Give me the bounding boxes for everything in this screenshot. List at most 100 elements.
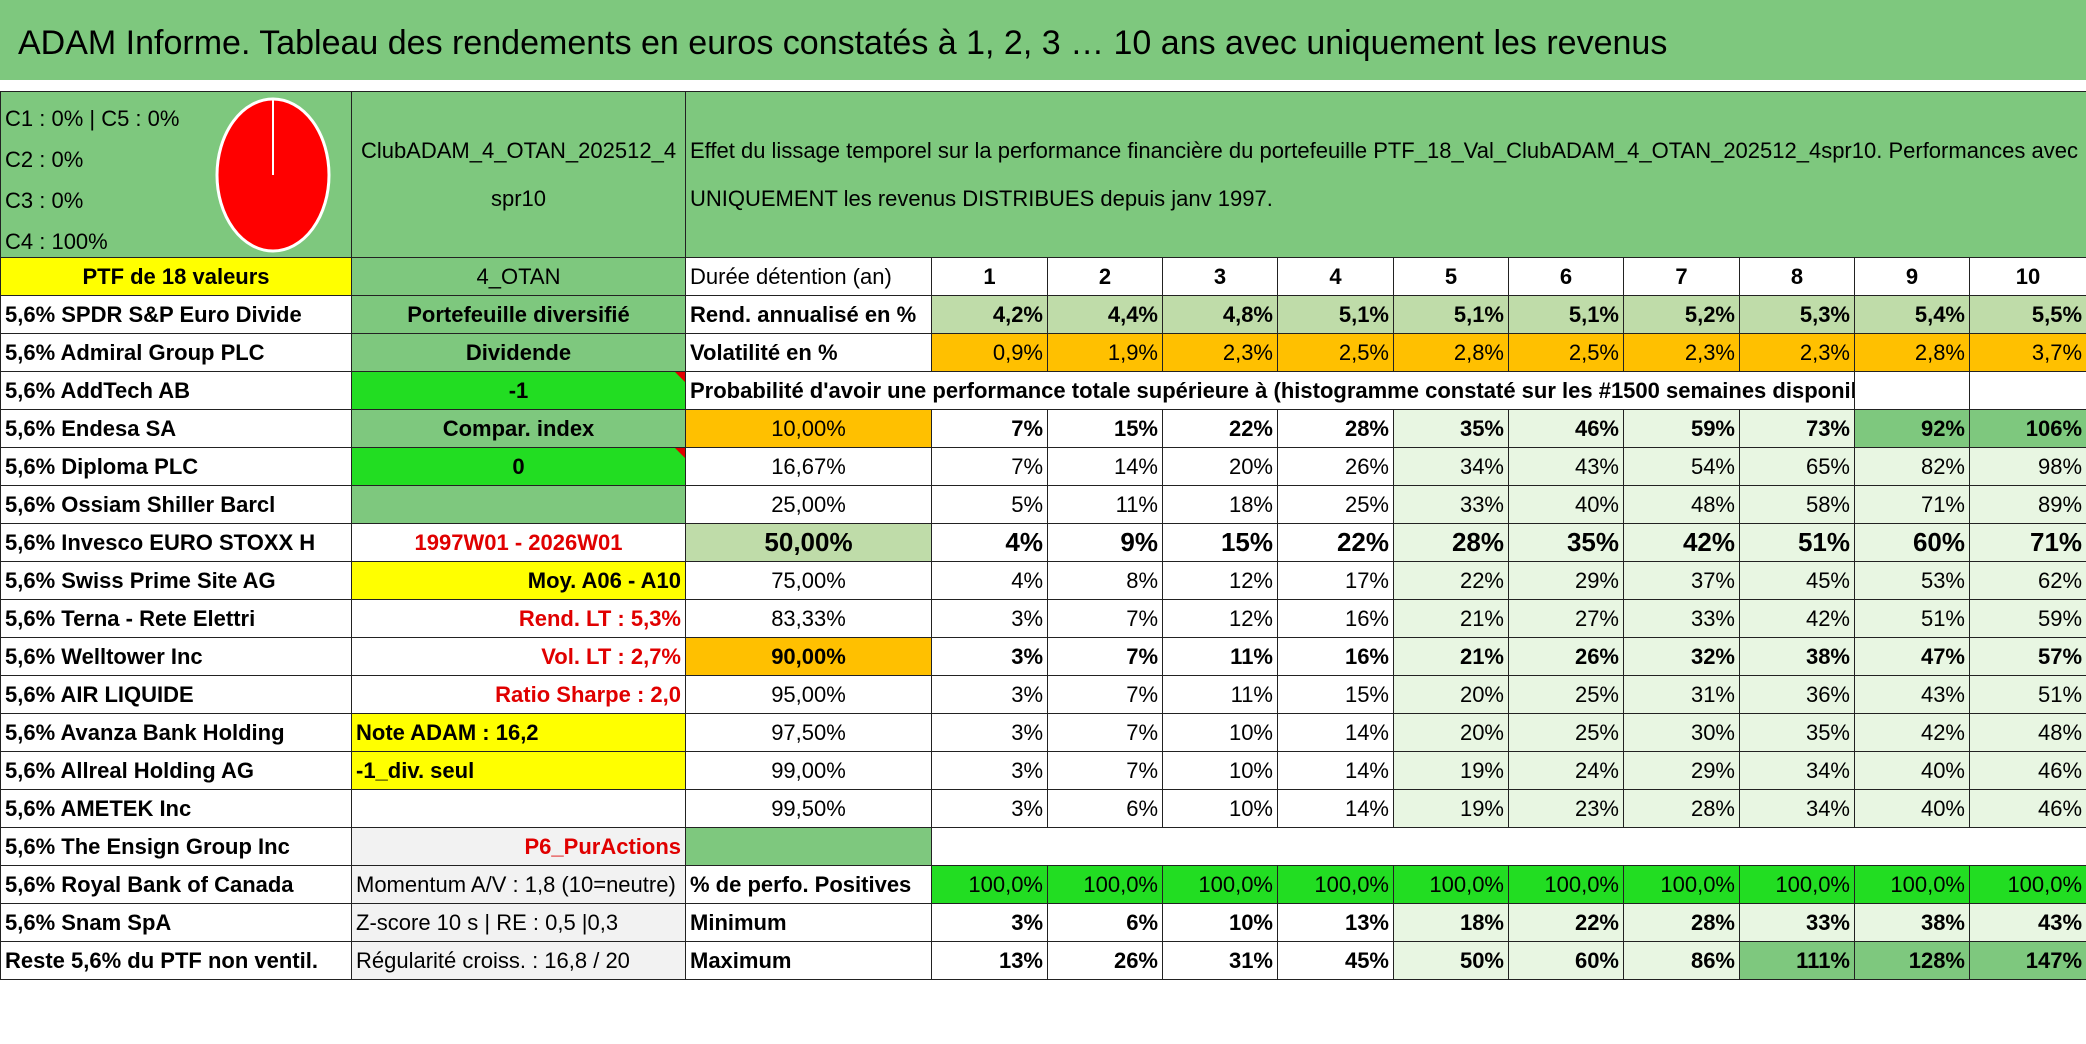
prob-value: 22% <box>1162 409 1278 448</box>
prob-value: 14% <box>1047 447 1163 486</box>
holding-name: 5,6% Invesco EURO STOXX H <box>0 523 352 562</box>
prob-value: 48% <box>1623 485 1740 524</box>
prob-value: 11% <box>1162 637 1278 676</box>
table-row: 5,6% AIR LIQUIDE Ratio Sharpe : 2,0 95,00%… <box>0 675 2086 714</box>
year-header: 6 <box>1508 257 1624 296</box>
info-empty <box>351 789 686 828</box>
maximum-value: 86% <box>1623 941 1740 980</box>
prob-value: 33% <box>1393 485 1509 524</box>
table-row: 5,6% Avanza Bank Holding Note ADAM : 16,2… <box>0 713 2086 752</box>
table-row: Reste 5,6% du PTF non ventil. Régularité … <box>0 941 2086 980</box>
table-row: 5,6% AddTech AB -1 Probabilité d'avoir une… <box>0 371 2086 410</box>
prob-value: 33% <box>1623 599 1740 638</box>
prob-value: 73% <box>1739 409 1855 448</box>
prob-value: 15% <box>1162 523 1278 562</box>
prob-value: 28% <box>1623 789 1740 828</box>
prob-threshold: 90,00% <box>685 637 932 676</box>
vol-value: 0,9% <box>931 333 1048 372</box>
year-header: 10 <box>1968 257 2086 296</box>
rend-value: 4,2% <box>931 295 1048 334</box>
holding-name: Reste 5,6% du PTF non ventil. <box>0 941 352 980</box>
holding-name: 5,6% Terna - Rete Elettri <box>0 599 352 638</box>
info-regularite: Régularité croiss. : 16,8 / 20 <box>351 941 686 980</box>
empty-cell <box>1163 828 1278 866</box>
vol-value: 2,5% <box>1277 333 1394 372</box>
minimum-value: 38% <box>1854 903 1970 942</box>
holding-name: 5,6% Admiral Group PLC <box>0 333 352 372</box>
prob-value: 40% <box>1508 485 1624 524</box>
empty-cell <box>1278 828 1394 866</box>
prob-value: 7% <box>1047 751 1163 790</box>
empty-cell <box>1624 828 1740 866</box>
info-minus-one: -1 <box>351 371 686 410</box>
prob-value: 15% <box>1047 409 1163 448</box>
vol-value: 2,8% <box>1854 333 1970 372</box>
ptf-label: PTF de 18 valeurs <box>0 257 352 296</box>
prob-value: 11% <box>1162 675 1278 714</box>
prob-value: 32% <box>1623 637 1740 676</box>
prob-header: Probabilité d'avoir une performance tota… <box>685 371 1855 410</box>
vol-value: 2,3% <box>1623 333 1740 372</box>
pie-legend-item: C3 : 0% <box>5 188 84 213</box>
prob-value: 7% <box>1047 675 1163 714</box>
prob-value: 60% <box>1854 523 1970 562</box>
minimum-value: 43% <box>1968 903 2086 942</box>
prob-value: 3% <box>931 713 1048 752</box>
prob-value: 71% <box>1854 485 1970 524</box>
prob-value: 3% <box>931 751 1048 790</box>
prob-value: 7% <box>931 447 1048 486</box>
prob-value: 46% <box>1508 409 1624 448</box>
year-header: 2 <box>1047 257 1163 296</box>
info-portefeuille: Portefeuille diversifié <box>351 295 686 334</box>
holding-name: 5,6% Welltower Inc <box>0 637 352 676</box>
prob-value: 62% <box>1968 561 2086 600</box>
prob-value: 37% <box>1623 561 1740 600</box>
prob-value: 98% <box>1968 447 2086 486</box>
prob-value: 4% <box>931 523 1048 562</box>
rend-label: Rend. annualisé en % <box>685 295 932 334</box>
report-title: ADAM Informe. Tableau des rendements en … <box>0 0 2086 80</box>
info-period: 1997W01 - 2026W01 <box>351 523 686 562</box>
maximum-value: 31% <box>1162 941 1278 980</box>
holding-name: 5,6% Diploma PLC <box>0 447 352 486</box>
minimum-value: 6% <box>1047 903 1163 942</box>
prob-threshold: 50,00% <box>685 523 932 562</box>
positive-value: 100,0% <box>1623 865 1740 904</box>
prob-value: 21% <box>1393 637 1509 676</box>
prob-value: 35% <box>1393 409 1509 448</box>
prob-value: 16% <box>1277 599 1394 638</box>
minimum-value: 18% <box>1393 903 1509 942</box>
positive-value: 100,0% <box>1739 865 1855 904</box>
vol-value: 2,3% <box>1739 333 1855 372</box>
prob-value: 31% <box>1623 675 1740 714</box>
prob-value: 25% <box>1508 675 1624 714</box>
prob-value: 23% <box>1508 789 1624 828</box>
table-row: 5,6% Royal Bank of Canada Momentum A/V : … <box>0 865 2086 904</box>
year-header: 3 <box>1162 257 1278 296</box>
prob-value: 26% <box>1277 447 1394 486</box>
info-p6: P6_PurActions <box>351 827 686 866</box>
maximum-value: 111% <box>1739 941 1855 980</box>
prob-value: 4% <box>931 561 1048 600</box>
info-rend-lt: Rend. LT : 5,3% <box>351 599 686 638</box>
prob-value: 10% <box>1162 713 1278 752</box>
empty-cell <box>1394 828 1509 866</box>
prob-threshold: 75,00% <box>685 561 932 600</box>
empty-cell <box>1968 371 2086 410</box>
table-row: 5,6% SPDR S&P Euro Divide Portefeuille di… <box>0 295 2086 334</box>
prob-value: 14% <box>1277 751 1394 790</box>
maximum-value: 128% <box>1854 941 1970 980</box>
maximum-value: 26% <box>1047 941 1163 980</box>
info-moy: Moy. A06 - A10 <box>351 561 686 600</box>
vol-value: 3,7% <box>1968 333 2086 372</box>
table-row: 5,6% Welltower Inc Vol. LT : 2,7% 90,00% 3%… <box>0 637 2086 676</box>
prob-value: 6% <box>1047 789 1163 828</box>
prob-threshold: 25,00% <box>685 485 932 524</box>
prob-value: 18% <box>1162 485 1278 524</box>
table-row: 5,6% Invesco EURO STOXX H 1997W01 - 2026W… <box>0 523 2086 562</box>
prob-value: 21% <box>1393 599 1509 638</box>
holding-name: 5,6% Allreal Holding AG <box>0 751 352 790</box>
positive-value: 100,0% <box>1162 865 1278 904</box>
prob-value: 28% <box>1277 409 1394 448</box>
year-header: 9 <box>1854 257 1970 296</box>
